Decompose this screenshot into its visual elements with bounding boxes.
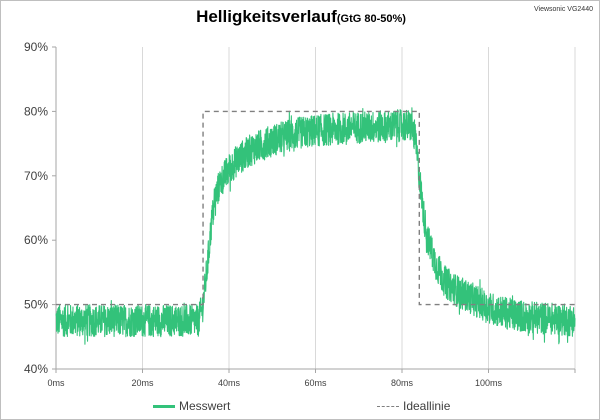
legend-label-ideallinie: Ideallinie — [403, 399, 451, 413]
legend: Messwert Ideallinie — [1, 399, 600, 417]
x-tick-label-0: 0ms — [47, 378, 65, 388]
x-tick-label-4: 80ms — [391, 378, 414, 388]
chart-title-sub: (GtG 80-50%) — [336, 13, 406, 25]
x-tick-labels: 0ms 20ms 40ms 60ms 80ms 100ms — [47, 378, 502, 388]
x-tick-label-3: 60ms — [304, 378, 327, 388]
legend-label-messwert: Messwert — [179, 399, 231, 413]
y-tick-label-5: 90% — [24, 40, 48, 54]
brand-label: Viewsonic VG2440 — [533, 6, 593, 13]
x-tick-label-5: 100ms — [475, 378, 503, 388]
series-messwert-line — [55, 107, 576, 345]
y-tick-label-2: 60% — [24, 233, 48, 247]
legend-swatch-ideallinie — [377, 405, 399, 407]
y-tick-labels: 40% 50% 60% 70% 80% 90% — [24, 40, 48, 376]
legend-item-ideallinie: Ideallinie — [377, 399, 450, 413]
series-ideallinie-line — [56, 110, 575, 306]
series-layer — [55, 107, 576, 345]
y-tick-label-3: 70% — [24, 169, 48, 183]
x-tick-label-2: 40ms — [218, 378, 241, 388]
legend-swatch-messwert — [153, 404, 175, 408]
legend-item-messwert: Messwert — [153, 399, 230, 413]
y-tick-label-4: 80% — [24, 104, 48, 118]
y-tick-label-1: 50% — [24, 298, 48, 312]
y-tick-label-0: 40% — [24, 362, 48, 376]
chart-title-main: Helligkeitsverlauf — [196, 7, 337, 26]
chart-title: Helligkeitsverlauf(GtG 80-50%) — [1, 7, 600, 27]
x-tick-label-1: 20ms — [131, 378, 154, 388]
